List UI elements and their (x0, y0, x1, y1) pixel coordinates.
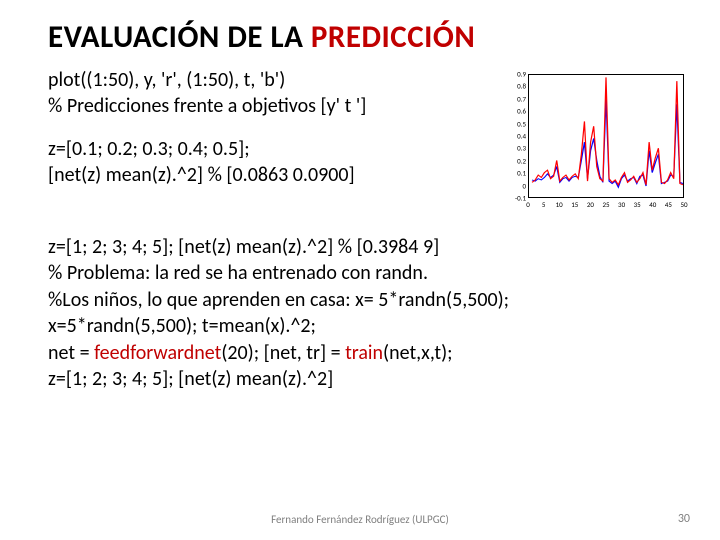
x-tick-label: 0 (526, 200, 530, 209)
code-block-left: plot((1:50), y, 'r', (1:50), t, 'b') % P… (48, 68, 496, 188)
footer-author: Fernando Fernández Rodríguez (ULPGC) (271, 513, 449, 526)
code-line: z=[1; 2; 3; 4; 5]; [net(z) mean(z).^2] %… (48, 234, 690, 260)
y-tick-label: 0.7 (506, 94, 526, 103)
code-block-below: z=[1; 2; 3; 4; 5]; [net(z) mean(z).^2] %… (48, 234, 690, 392)
y-tick-label: 0.2 (506, 156, 526, 165)
code-line: % Predicciones frente a objetivos [y' t … (48, 94, 496, 120)
y-tick-label: 0.3 (506, 144, 526, 153)
x-tick-label: 5 (542, 200, 546, 209)
x-tick-label: 45 (665, 200, 672, 209)
y-tick-label: 0.6 (506, 107, 526, 116)
code-line: x=5*randn(5,500); t=mean(x).^2; (48, 313, 690, 339)
code-line: z=[0.1; 0.2; 0.3; 0.4; 0.5]; (48, 137, 496, 163)
chart-svg (529, 75, 683, 197)
x-tick-label: 30 (618, 200, 625, 209)
plot-area (528, 74, 684, 198)
x-tick-label: 15 (571, 200, 578, 209)
y-tick-label: 0.5 (506, 119, 526, 128)
x-tick-label: 10 (556, 200, 563, 209)
x-tick-label: 50 (680, 200, 687, 209)
y-tick-label: 0 (506, 181, 526, 190)
x-tick-label: 40 (649, 200, 656, 209)
code-line: z=[1; 2; 3; 4; 5]; [net(z) mean(z).^2] (48, 366, 690, 392)
slide-number: 30 (678, 512, 690, 526)
y-tick-label: 0.1 (506, 169, 526, 178)
prediction-chart: -0.100.10.20.30.40.50.60.70.80.905101520… (504, 68, 690, 216)
title-red: PREDICCIÓN (311, 18, 475, 56)
x-tick-label: 20 (587, 200, 594, 209)
code-line: net = feedforwardnet(20); [net, tr] = tr… (48, 340, 690, 366)
y-tick-label: 0.9 (506, 70, 526, 79)
code-line: [net(z) mean(z).^2] % [0.0863 0.0900] (48, 163, 496, 189)
x-tick-label: 25 (602, 200, 609, 209)
y-tick-label: 0.8 (506, 82, 526, 91)
code-line: plot((1:50), y, 'r', (1:50), t, 'b') (48, 68, 496, 94)
y-tick-label: -0.1 (506, 194, 526, 203)
code-line: %Los niños, lo que aprenden en casa: x= … (48, 287, 690, 313)
x-tick-label: 35 (634, 200, 641, 209)
code-line: % Problema: la red se ha entrenado con r… (48, 260, 690, 286)
title-black: EVALUACIÓN DE LA (48, 18, 311, 56)
slide-title: EVALUACIÓN DE LA PREDICCIÓN (48, 18, 690, 56)
y-tick-label: 0.4 (506, 132, 526, 141)
